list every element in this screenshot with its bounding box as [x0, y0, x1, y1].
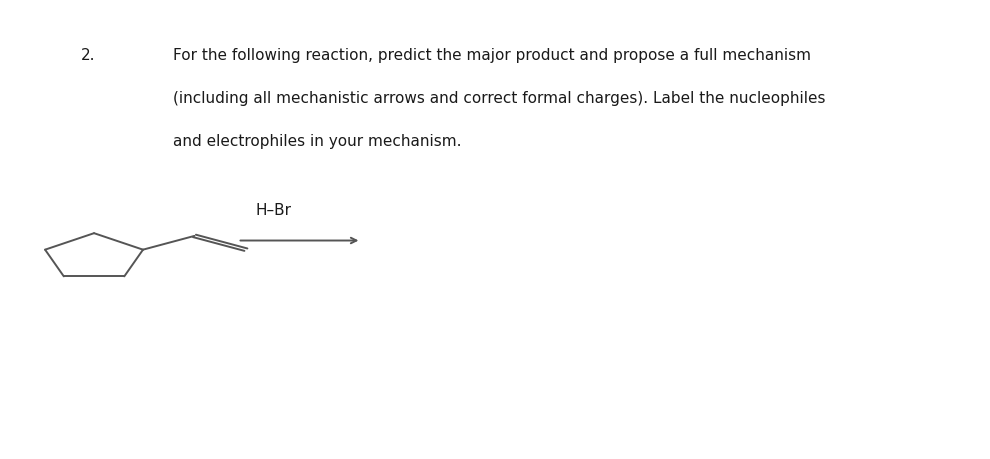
Text: 2.: 2.: [81, 48, 96, 63]
Text: (including all mechanistic arrows and correct formal charges). Label the nucleop: (including all mechanistic arrows and co…: [173, 91, 826, 106]
Text: For the following reaction, predict the major product and propose a full mechani: For the following reaction, predict the …: [173, 48, 811, 63]
Text: H–Br: H–Br: [255, 203, 291, 218]
Text: and electrophiles in your mechanism.: and electrophiles in your mechanism.: [173, 134, 461, 149]
